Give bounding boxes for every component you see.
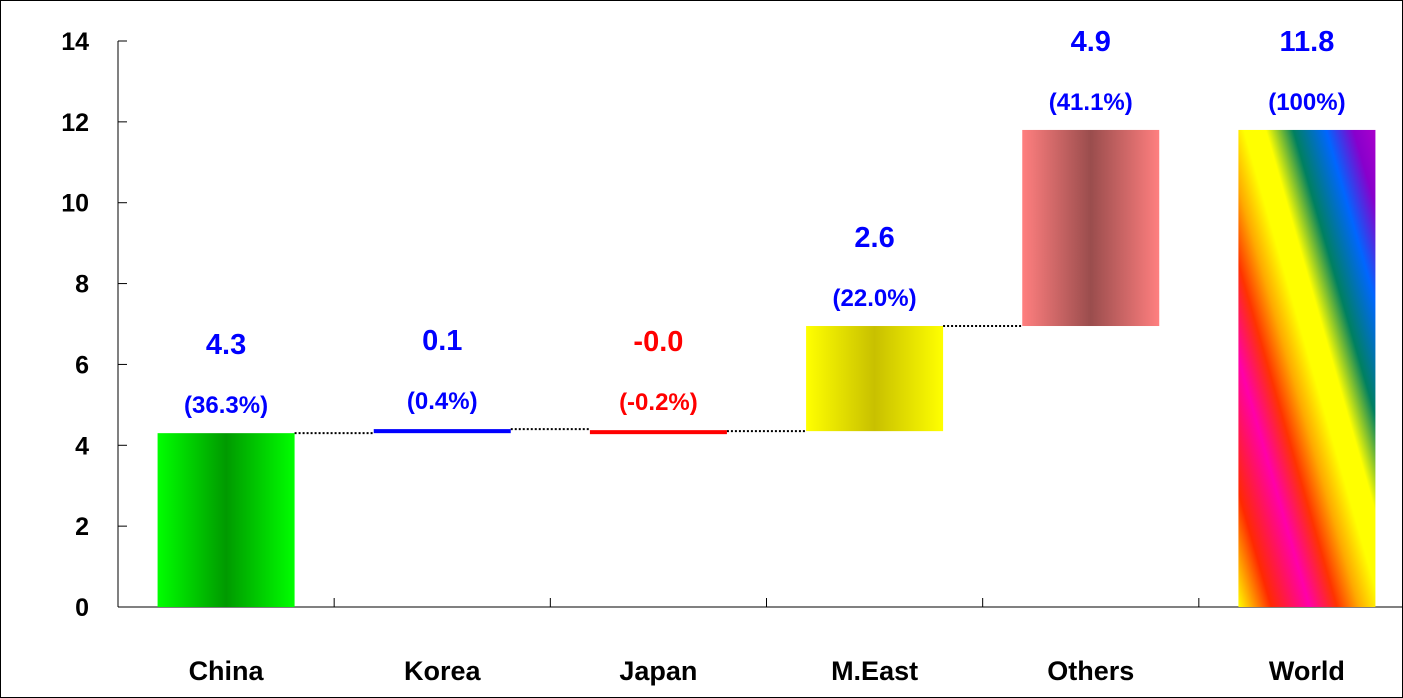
data-labels: 4.3 (36.3%) 0.1 (0.4%) -0.0 (-0.2%) 2.6 (22.0%)…	[184, 26, 1346, 419]
share-label: (41.1%)	[1049, 89, 1133, 116]
y-tick-label: 6	[75, 351, 89, 379]
bar-korea	[373, 429, 511, 434]
x-category-label: Korea	[404, 656, 482, 686]
bar-m-east	[806, 326, 944, 432]
share-label: (36.3%)	[184, 392, 268, 419]
axes: 0 2 4 6 8 10 12 14 China Korea Japan M.East Others Wo…	[61, 28, 1402, 686]
y-tick-label: 0	[75, 594, 89, 622]
x-category-label: China	[189, 656, 265, 686]
share-label: (0.4%)	[407, 388, 478, 415]
value-label: 11.8	[1279, 26, 1334, 58]
x-category-label: World	[1269, 656, 1345, 686]
y-tick-label: 10	[61, 190, 89, 218]
value-label: 4.9	[1071, 26, 1111, 58]
value-label: 2.6	[854, 222, 894, 254]
bar-japan	[589, 430, 727, 435]
share-label: (22.0%)	[833, 285, 917, 312]
value-label: -0.0	[633, 326, 683, 358]
value-label: 4.3	[206, 329, 246, 361]
share-label: (-0.2%)	[619, 389, 698, 416]
y-tick-label: 12	[61, 109, 89, 137]
bar-china	[157, 433, 295, 607]
y-tick-label: 4	[75, 432, 89, 460]
bar-world	[1238, 129, 1376, 607]
connectors	[294, 325, 1023, 435]
x-category-label: Japan	[619, 656, 697, 686]
bar-others	[1022, 129, 1160, 327]
y-tick-label: 8	[75, 271, 89, 299]
bars	[157, 129, 1376, 607]
x-category-label: Others	[1047, 656, 1134, 686]
value-label: 0.1	[422, 325, 462, 357]
share-label: (100%)	[1268, 89, 1345, 116]
y-tick-label: 2	[75, 513, 89, 541]
x-category-label: M.East	[831, 656, 918, 686]
y-tick-label: 14	[61, 28, 89, 56]
